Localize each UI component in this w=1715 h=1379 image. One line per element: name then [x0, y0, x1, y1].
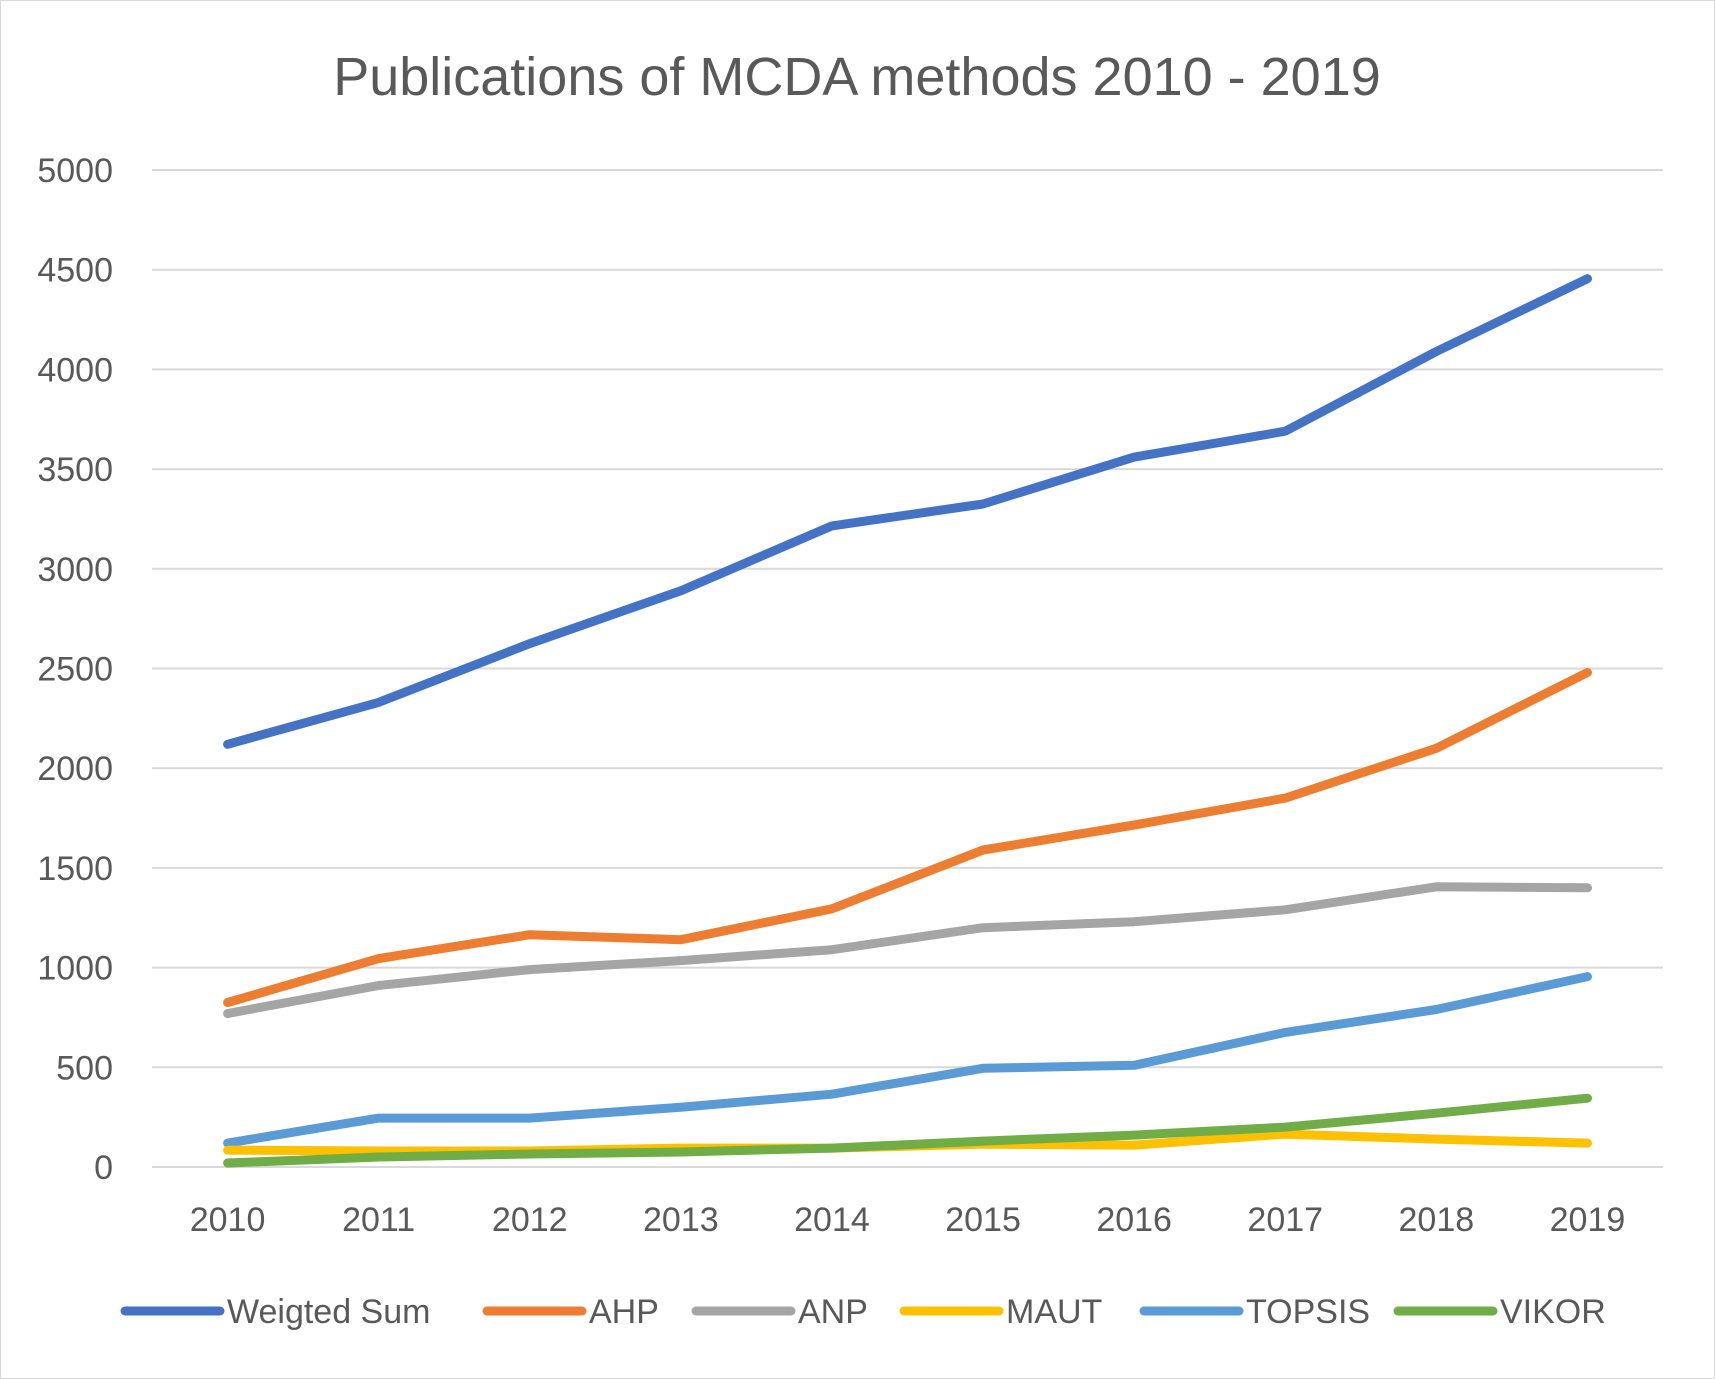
x-tick-label: 2015: [945, 1201, 1021, 1239]
series-line-ahp: [223, 668, 1592, 1007]
legend-item-anp: ANP: [691, 1293, 868, 1331]
x-axis-tick-labels: 2010 2011 2012 2013 2014 2015 2016 2017 2018 2019: [190, 1201, 1626, 1239]
series-line-vikor: [223, 1093, 1592, 1168]
legend-label: VIKOR: [1500, 1293, 1606, 1331]
y-tick-label: 2500: [37, 651, 113, 689]
legend-item-vikor: VIKOR: [1393, 1293, 1606, 1331]
x-tick-label: 2014: [794, 1201, 870, 1239]
series-line-weigted-sum: [223, 274, 1592, 749]
y-tick-label: 4500: [37, 252, 113, 290]
legend-item-ahp: AHP: [482, 1293, 659, 1331]
legend-label: TOPSIS: [1246, 1293, 1370, 1331]
legend-item-maut: MAUT: [899, 1293, 1102, 1331]
x-tick-label: 2011: [342, 1201, 415, 1239]
x-tick-label: 2013: [643, 1201, 719, 1239]
legend-item-weigted-sum: Weigted Sum: [120, 1293, 430, 1331]
gridlines: [152, 169, 1663, 1168]
legend-item-topsis: TOPSIS: [1139, 1293, 1370, 1331]
x-tick-label: 2019: [1550, 1201, 1626, 1239]
y-tick-label: 3000: [37, 551, 113, 589]
x-tick-label: 2016: [1096, 1201, 1172, 1239]
y-axis-tick-labels: 0 500 1000 1500 2000 2500 3000 3500 4000 4500 5000: [37, 152, 113, 1187]
y-tick-label: 500: [56, 1049, 113, 1087]
chart-title: Publications of MCDA methods 2010 - 2019: [333, 47, 1381, 107]
y-tick-label: 1500: [37, 850, 113, 888]
x-tick-label: 2010: [190, 1201, 266, 1239]
series-line-anp: [223, 882, 1592, 1018]
x-tick-label: 2017: [1247, 1201, 1323, 1239]
legend: Weigted Sum AHP ANP MAUT TOPSIS VIKOR: [120, 1293, 1606, 1331]
legend-label: ANP: [798, 1293, 868, 1331]
y-tick-label: 1000: [37, 950, 113, 988]
x-tick-label: 2018: [1399, 1201, 1475, 1239]
x-tick-label: 2012: [492, 1201, 568, 1239]
y-tick-label: 2000: [37, 750, 113, 788]
y-tick-label: 4000: [37, 351, 113, 389]
y-tick-label: 0: [94, 1149, 113, 1187]
series-line-topsis: [223, 972, 1592, 1148]
legend-label: MAUT: [1006, 1293, 1102, 1331]
y-tick-label: 3500: [37, 451, 113, 489]
legend-label: Weigted Sum: [227, 1293, 430, 1331]
legend-label: AHP: [589, 1293, 659, 1331]
y-tick-label: 5000: [37, 152, 113, 190]
series-lines: [223, 274, 1592, 1168]
